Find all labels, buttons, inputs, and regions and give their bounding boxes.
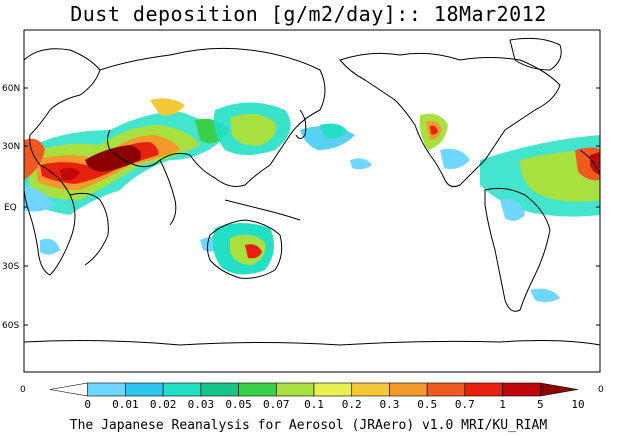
lon-label-left: 0 — [20, 385, 26, 395]
colorbar-swatch — [49, 382, 89, 397]
lat-label-30n: 30N — [2, 142, 20, 152]
colorbar-tick-label: 0.1 — [304, 398, 324, 411]
colorbar-tick-label: 0.03 — [188, 398, 215, 411]
colorbar-swatch — [313, 382, 353, 397]
colorbar-tick-label: 0.2 — [342, 398, 362, 411]
colorbar-tick-label: 0.3 — [379, 398, 399, 411]
lat-label-30s: 30S — [2, 262, 19, 272]
dust-deposition-field — [24, 98, 600, 303]
colorbar-swatch — [502, 382, 541, 397]
colorbar-swatch — [162, 382, 202, 397]
longitude-edge-labels: 0 0 — [20, 385, 604, 395]
map-title: Dust deposition [g/m2/day]:: 18Mar2012 — [70, 2, 547, 26]
colorbar-tick-label: 0 — [84, 398, 91, 411]
colorbar-swatch — [200, 382, 239, 397]
colorbar-tick-label: 5 — [537, 398, 544, 411]
colorbar-swatch — [238, 382, 277, 397]
colorbar-tick-label: 0.01 — [112, 398, 139, 411]
colorbar-swatch — [426, 382, 466, 397]
colorbar-swatch — [464, 382, 503, 397]
map-frame — [23, 29, 601, 373]
colorbar-swatch — [389, 382, 428, 397]
latitude-axis: 60N 30N EQ 30S 60S — [2, 84, 600, 331]
colorbar-tick-label: 0.07 — [263, 398, 290, 411]
colorbar-swatch — [87, 382, 126, 397]
footer-credit: The Japanese Reanalysis for Aerosol (JRA… — [69, 418, 548, 433]
lon-label-right: 0 — [598, 385, 604, 395]
colorbar-swatch — [539, 382, 579, 397]
colorbar-swatch — [351, 382, 390, 397]
colorbar-tick-label: 1 — [499, 398, 506, 411]
colorbar-legend: 0 0.01 0.02 0.03 0.05 0.07 0.1 0.2 0.3 0.5 0.7 1 5 10 — [49, 382, 585, 411]
colorbar-tick-label: 10 — [571, 398, 584, 411]
coastline-outlines — [23, 37, 601, 346]
lat-label-eq: EQ — [4, 203, 17, 213]
colorbar-swatch — [275, 382, 315, 397]
lat-label-60s: 60S — [2, 321, 19, 331]
colorbar-swatch — [125, 382, 164, 397]
lat-label-60n: 60N — [2, 84, 20, 94]
colorbar-tick-label: 0.5 — [417, 398, 437, 411]
colorbar-tick-label: 0.7 — [455, 398, 475, 411]
colorbar-tick-label: 0.02 — [150, 398, 177, 411]
colorbar-tick-label: 0.05 — [225, 398, 252, 411]
